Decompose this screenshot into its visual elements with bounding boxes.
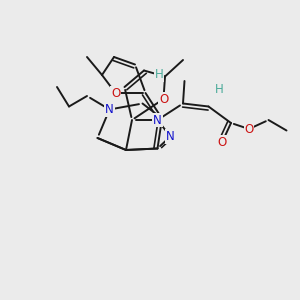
Text: N: N [166,130,175,143]
Text: N: N [153,113,162,127]
Text: H: H [214,83,224,97]
Text: O: O [111,86,120,100]
Text: O: O [244,122,253,136]
Text: N: N [105,103,114,116]
Text: H: H [154,68,164,82]
Text: O: O [159,92,168,106]
Text: O: O [218,136,226,149]
